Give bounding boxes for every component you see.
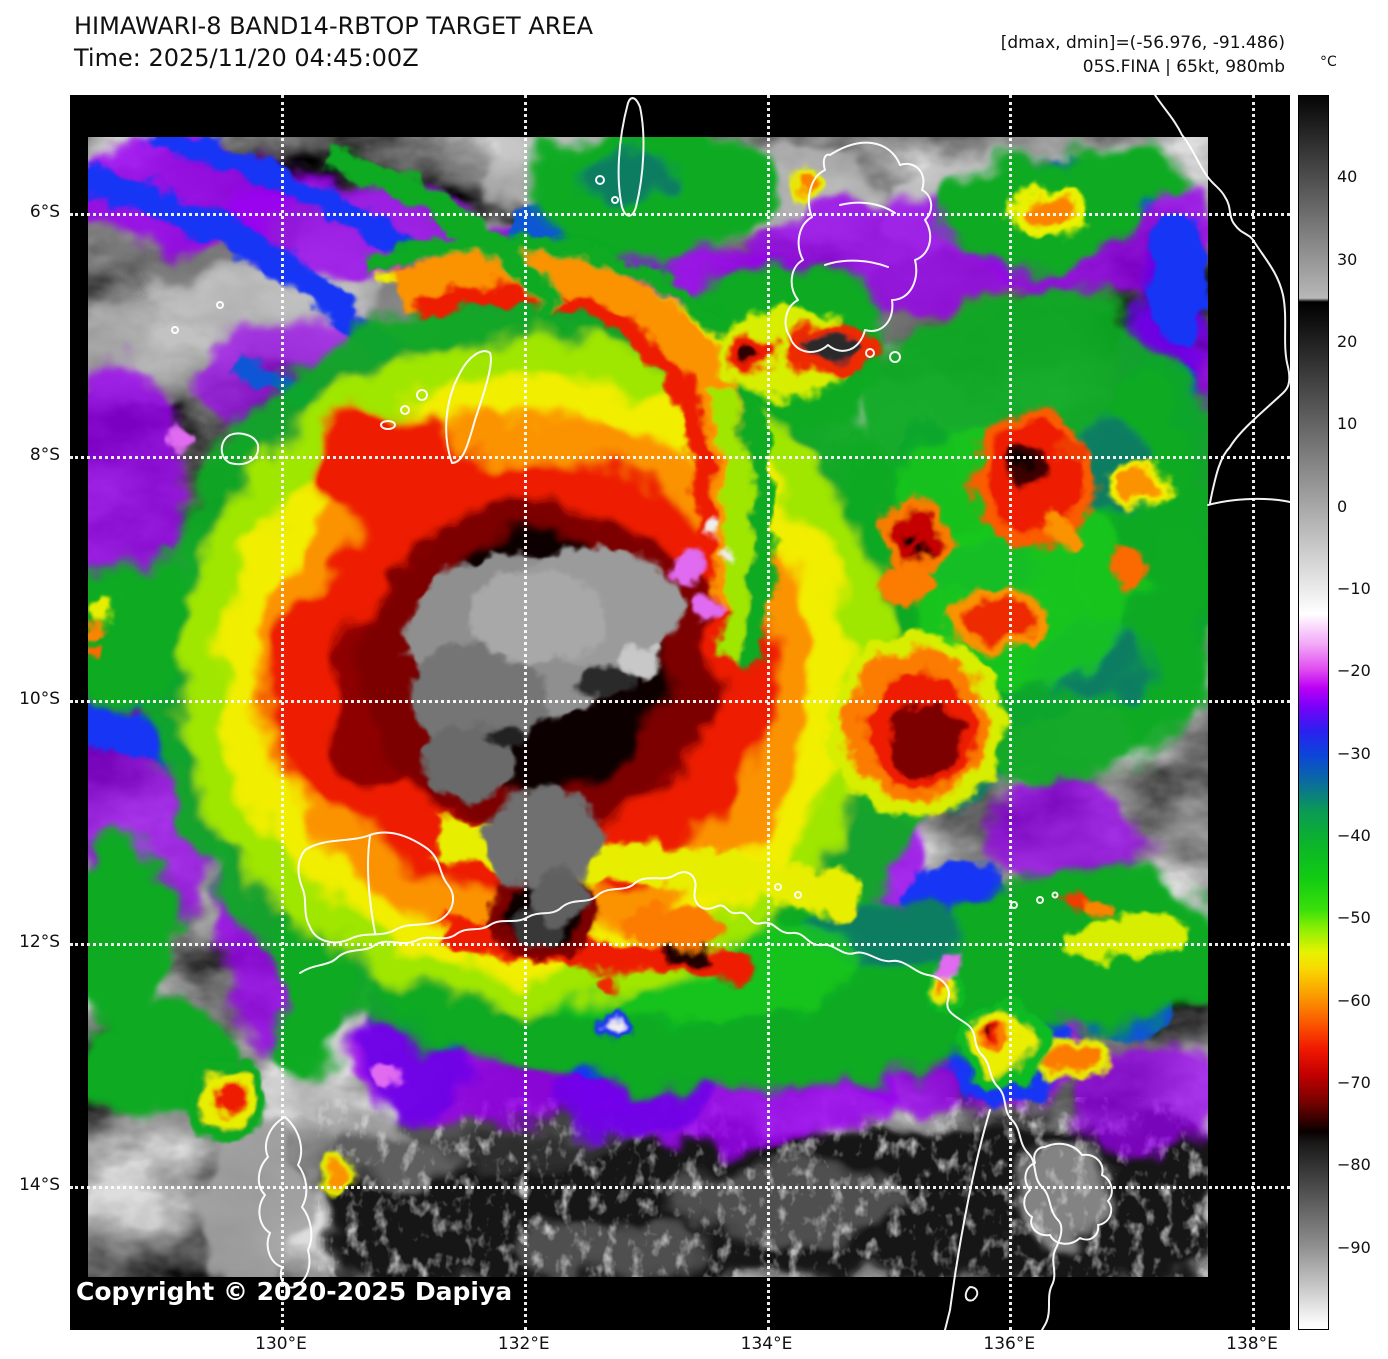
lon-tick-label: 130°E — [255, 1334, 307, 1354]
colorbar-tick-label: 0 — [1337, 496, 1348, 516]
lat-tick-label: 8°S — [29, 445, 60, 466]
gridline-lat — [70, 699, 1290, 703]
gridline-lon — [766, 95, 770, 1330]
colorbar-tick-label: −30 — [1337, 743, 1371, 763]
gridline-lat — [70, 942, 1290, 946]
colorbar-tick-label: −50 — [1337, 908, 1371, 928]
colorbar-tick-label: −40 — [1337, 826, 1371, 845]
gridline-lon — [1252, 95, 1255, 1330]
gridline-lat — [70, 456, 1290, 460]
lat-tick-label: 10°S — [19, 688, 60, 709]
lat-tick-label: 14°S — [19, 1175, 60, 1195]
gridline-lat — [70, 213, 1290, 216]
lat-tick-label: 6°S — [29, 202, 60, 222]
lon-tick-label: 134°E — [740, 1334, 793, 1354]
copyright-watermark: Copyright © 2020-2025 Dapiya — [76, 1277, 513, 1306]
colorbar-tick-label: −60 — [1337, 990, 1371, 1010]
colorbar-tick-label: 20 — [1337, 332, 1358, 351]
lon-tick-label: 136°E — [983, 1334, 1036, 1354]
gridline-lon — [1009, 95, 1013, 1330]
lon-tick-label: 138°E — [1226, 1334, 1278, 1354]
colorbar-tick-label: 10 — [1337, 414, 1358, 434]
colorbar-tick-label: −10 — [1337, 579, 1371, 598]
colorbar-tick-label: 40 — [1337, 167, 1358, 187]
colorbar-tick-label: −70 — [1337, 1073, 1371, 1092]
gridline-lon — [523, 95, 527, 1330]
page-title: HIMAWARI-8 BAND14-RBTOP TARGET AREA — [74, 12, 594, 40]
timestamp: Time: 2025/11/20 04:45:00Z — [74, 44, 419, 72]
colorbar-tick-label: −80 — [1337, 1155, 1371, 1175]
gridline-lat — [70, 1186, 1290, 1189]
gridline-lon — [281, 95, 284, 1330]
satellite-ir-rendering — [88, 137, 1208, 1277]
satellite-image — [88, 137, 1208, 1277]
lon-tick-label: 132°E — [497, 1334, 550, 1354]
colorbar-tick-label: −20 — [1337, 661, 1371, 681]
temperature-colorbar — [1298, 95, 1329, 1330]
colorbar-unit-label: °C — [1320, 54, 1337, 70]
colorbar-tick-label: 30 — [1337, 249, 1358, 269]
storm-id-annotation: 05S.FINA | 65kt, 980mb — [1082, 57, 1285, 77]
lat-tick-label: 12°S — [19, 931, 60, 952]
map-plot-area: Copyright © 2020-2025 Dapiya — [70, 94, 1291, 1331]
dmax-dmin-annotation: [dmax, dmin]=(-56.976, -91.486) — [1000, 33, 1285, 53]
colorbar-tick-label: −90 — [1337, 1237, 1371, 1257]
